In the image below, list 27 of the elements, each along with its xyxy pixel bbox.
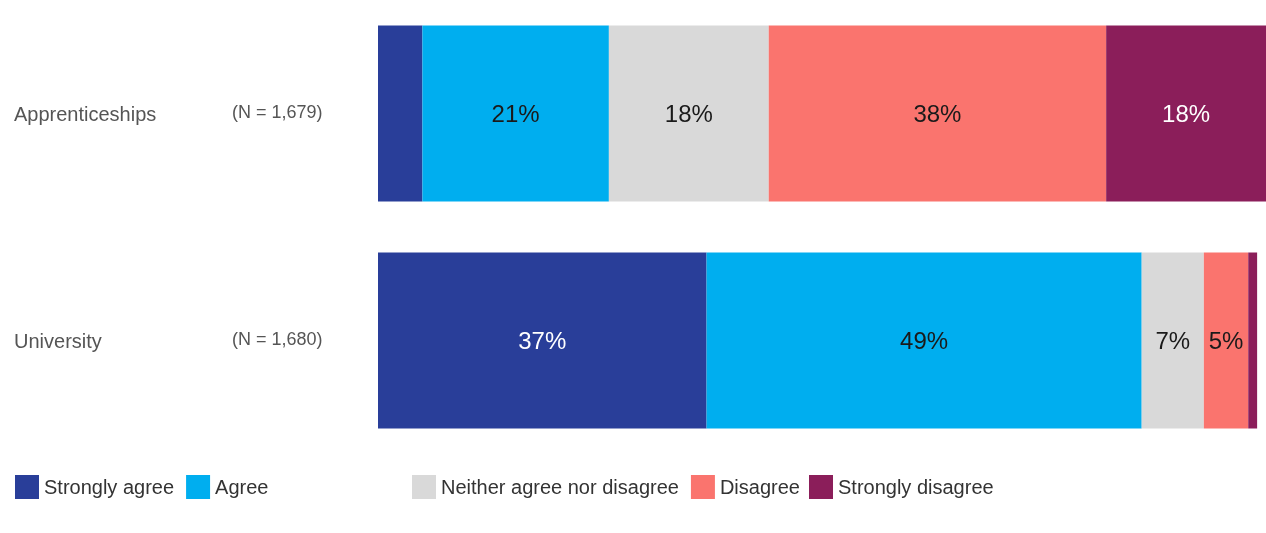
data-label: 7% (1155, 327, 1191, 354)
data-label: 5% (1208, 327, 1244, 354)
bar (422, 25, 609, 202)
bar (378, 25, 423, 202)
legend-label: Strongly disagree (838, 476, 994, 498)
bar (608, 25, 769, 202)
legend-label: Agree (215, 476, 269, 498)
y-tick-label: University (14, 329, 102, 352)
text: (N = 1,680) (232, 328, 323, 349)
bar (1248, 252, 1258, 429)
bar (768, 25, 1107, 202)
legend-label: Disagree (719, 476, 800, 498)
data-label: 49% (900, 327, 949, 354)
legend-label: Strongly agree (44, 476, 175, 498)
data-label: 38% (913, 100, 962, 127)
bar (1106, 25, 1266, 202)
bar (378, 252, 707, 429)
y-tick-label: Apprenticeships (14, 102, 157, 125)
bar (706, 252, 1142, 429)
data-label: 18% (664, 100, 713, 127)
data-label: 37% (518, 327, 567, 354)
data-label: 21% (491, 100, 540, 127)
text: (N = 1,679) (232, 101, 323, 122)
bar (1203, 252, 1249, 429)
legend-label: Neither agree nor disagree (441, 476, 679, 498)
bar (1141, 252, 1204, 429)
data-label: 18% (1162, 100, 1211, 127)
